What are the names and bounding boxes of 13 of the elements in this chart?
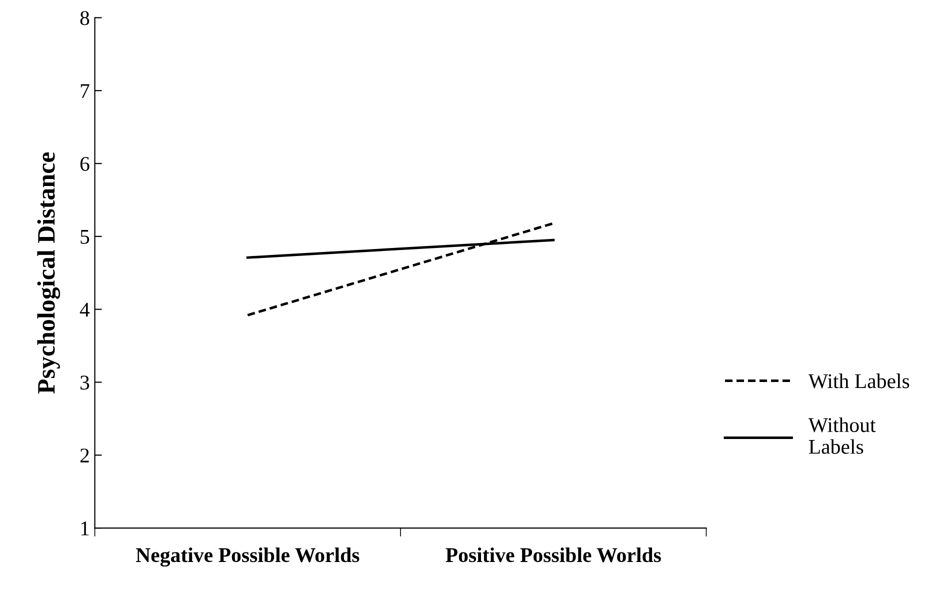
- y-tick-label: 1: [81, 522, 89, 536]
- y-tick-label: 3: [80, 376, 90, 390]
- y-tick-label: 5: [80, 230, 90, 244]
- y-tick-label: 7: [80, 84, 90, 98]
- y-tick-label: 8: [80, 11, 90, 26]
- legend-label: With Labels: [808, 374, 910, 388]
- x-tick-label: Negative Possible Worlds: [136, 547, 360, 567]
- x-tick-label: Positive Possible Worlds: [446, 547, 661, 562]
- legend-label: Without Labels: [808, 417, 876, 454]
- y-tick-label: 4: [80, 302, 90, 317]
- y-tick-label: 6: [80, 156, 90, 171]
- y-tick-label: 2: [80, 448, 89, 462]
- y-axis-title: Psychological Distance: [37, 152, 60, 394]
